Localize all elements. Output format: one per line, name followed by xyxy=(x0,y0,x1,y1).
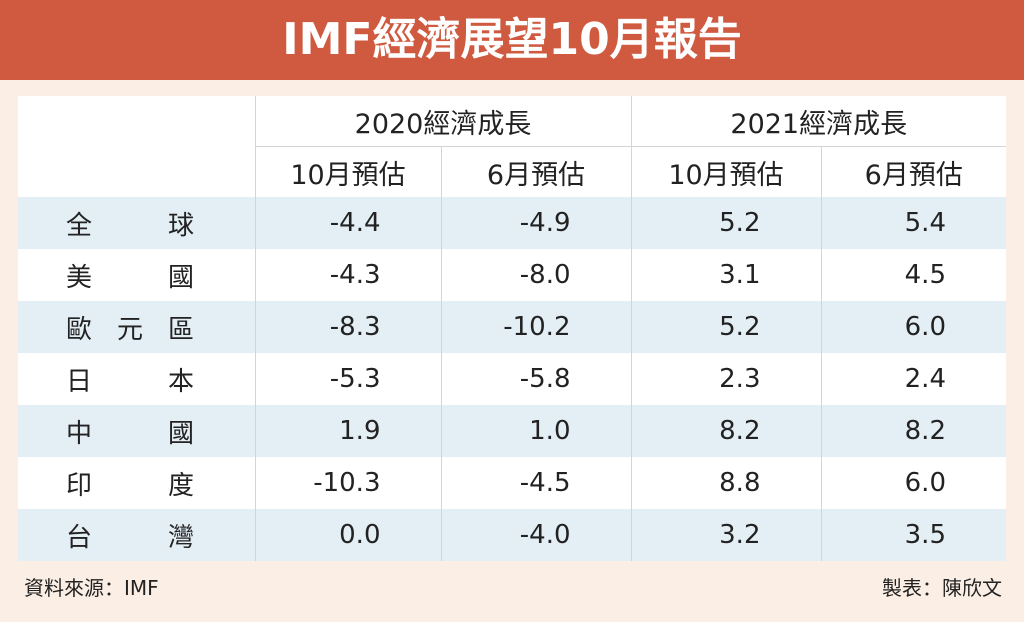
corner xyxy=(18,96,255,197)
value-cell: 8.2 xyxy=(630,405,821,457)
source: 資料來源：IMF xyxy=(24,576,159,600)
data-row: 歐元區 -8.3 -10.2 5.2 6.0 xyxy=(18,301,1006,353)
value-cell: -4.9 xyxy=(440,197,631,249)
title-banner: IMF經濟展望10月報告 xyxy=(0,0,1024,80)
row-label-cell: 中國 xyxy=(18,405,255,457)
data-row: 日本 -5.3 -5.8 2.3 2.4 xyxy=(18,353,1006,405)
value-cell: 2.4 xyxy=(820,353,1006,405)
row-label: 台灣 xyxy=(66,522,194,553)
data-table: 2020經濟成長 2021經濟成長 10月預估 6月預估 10月預估 6月預估 全球 -4.4… xyxy=(18,96,1006,561)
value-cell: 8.2 xyxy=(820,405,1006,457)
value-cell: -4.5 xyxy=(440,457,631,509)
row-label-cell: 歐元區 xyxy=(18,301,255,353)
row-label: 歐元區 xyxy=(66,314,194,345)
value-cell: -4.3 xyxy=(254,249,441,301)
row-label: 印度 xyxy=(66,470,194,501)
value-cell: -8.0 xyxy=(440,249,631,301)
value-cell: -10.2 xyxy=(440,301,631,353)
column-header: 10月預估 xyxy=(254,146,441,197)
value-cell: -8.3 xyxy=(254,301,441,353)
value-cell: 2.3 xyxy=(630,353,821,405)
row-label-cell: 全球 xyxy=(18,197,255,249)
value-cell: 5.4 xyxy=(820,197,1006,249)
row-label-cell: 台灣 xyxy=(18,509,255,561)
value-cell: 3.2 xyxy=(630,509,821,561)
group-header: 2021經濟成長 xyxy=(630,96,1006,147)
group-row: 2020經濟成長 2021經濟成長 xyxy=(18,96,1006,197)
value-cell: 3.1 xyxy=(630,249,821,301)
value-cell: 6.0 xyxy=(820,457,1006,509)
data-row: 台灣 0.0 -4.0 3.2 3.5 xyxy=(18,509,1006,561)
value-cell: 3.5 xyxy=(820,509,1006,561)
row-label-cell: 美國 xyxy=(18,249,255,301)
value-cell: 1.0 xyxy=(440,405,631,457)
value-cell: -4.0 xyxy=(440,509,631,561)
row-label: 中國 xyxy=(66,418,194,449)
value-cell: -10.3 xyxy=(254,457,441,509)
column-header: 6月預估 xyxy=(820,146,1006,197)
value-cell: -4.4 xyxy=(254,197,441,249)
row-label-cell: 印度 xyxy=(18,457,255,509)
row-label: 全球 xyxy=(66,210,194,241)
row-label-cell: 日本 xyxy=(18,353,255,405)
group-header: 2020經濟成長 xyxy=(254,96,631,147)
value-cell: 0.0 xyxy=(254,509,441,561)
value-cell: 1.9 xyxy=(254,405,441,457)
column-header: 10月預估 xyxy=(630,146,821,197)
value-cell: 5.2 xyxy=(630,197,821,249)
value-cell: 4.5 xyxy=(820,249,1006,301)
data-row: 美國 -4.3 -8.0 3.1 4.5 xyxy=(18,249,1006,301)
value-cell: -5.8 xyxy=(440,353,631,405)
column-header: 6月預估 xyxy=(440,146,631,197)
data-row: 印度 -10.3 -4.5 8.8 6.0 xyxy=(18,457,1006,509)
value-cell: -5.3 xyxy=(254,353,441,405)
row-label: 美國 xyxy=(66,262,194,293)
author: 製表：陳欣文 xyxy=(882,576,1002,600)
value-cell: 6.0 xyxy=(820,301,1006,353)
column-row: 10月預估 6月預估 10月預估 6月預估 xyxy=(18,146,1006,197)
value-cell: 8.8 xyxy=(630,457,821,509)
data-row: 全球 -4.4 -4.9 5.2 5.4 xyxy=(18,197,1006,249)
value-cell: 5.2 xyxy=(630,301,821,353)
row-label: 日本 xyxy=(66,366,194,397)
data-row: 中國 1.9 1.0 8.2 8.2 xyxy=(18,405,1006,457)
